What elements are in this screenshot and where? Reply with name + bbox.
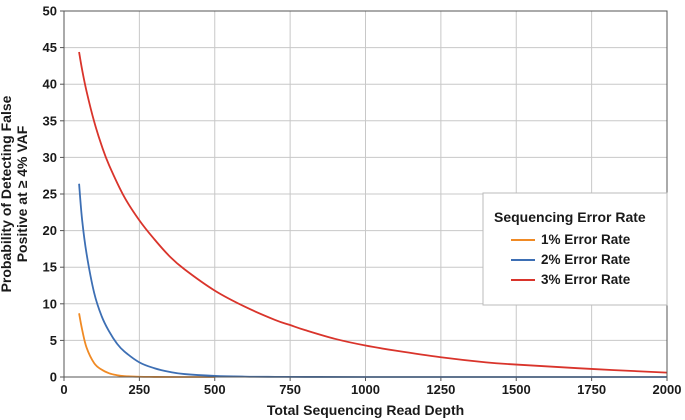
x-tick-label: 0 [60,382,67,397]
legend-box [482,192,668,306]
legend-title: Sequencing Error Rate [494,209,646,225]
legend-items: 1% Error Rate 2% Error Rate 3% Error Rate [511,232,631,287]
legend-label-1: 1% Error Rate [541,232,631,247]
legend-label-3: 3% Error Rate [541,272,631,287]
y-axis-title: Probability of Detecting False Positive … [0,95,30,292]
y-tick-label: 35 [43,113,57,128]
series-line-1 [78,313,215,378]
x-tick-label: 500 [204,382,226,397]
x-axis-ticks: 0 250 500 750 1000 1250 1500 1750 2000 [60,377,681,397]
y-tick-label: 20 [43,223,57,238]
x-tick-label: 2000 [653,382,682,397]
y-axis-title-line-1: Probability of Detecting False [0,95,14,292]
y-axis-ticks: 0 5 10 15 20 25 30 35 40 45 50 [43,4,64,385]
x-axis-title: Total Sequencing Read Depth [267,402,464,418]
y-tick-label: 10 [43,296,57,311]
x-tick-label: 1000 [351,382,380,397]
y-tick-label: 15 [43,260,57,275]
x-tick-label: 1250 [426,382,455,397]
x-tick-label: 750 [279,382,301,397]
y-tick-label: 45 [43,40,57,55]
series-line-3 [78,51,668,374]
y-tick-label: 50 [43,4,57,19]
y-axis-title-line-2: Positive at ≥ 4% VAF [14,125,30,262]
legend: Sequencing Error Rate 1% Error Rate 2% Er… [482,192,668,306]
y-tick-label: 40 [43,77,57,92]
x-tick-label: 250 [129,382,151,397]
x-tick-label: 1500 [502,382,531,397]
y-tick-label: 25 [43,187,57,202]
y-tick-label: 30 [43,150,57,165]
x-tick-label: 1750 [577,382,606,397]
y-tick-label: 0 [50,370,57,385]
legend-label-2: 2% Error Rate [541,252,631,267]
y-tick-label: 5 [50,333,57,348]
